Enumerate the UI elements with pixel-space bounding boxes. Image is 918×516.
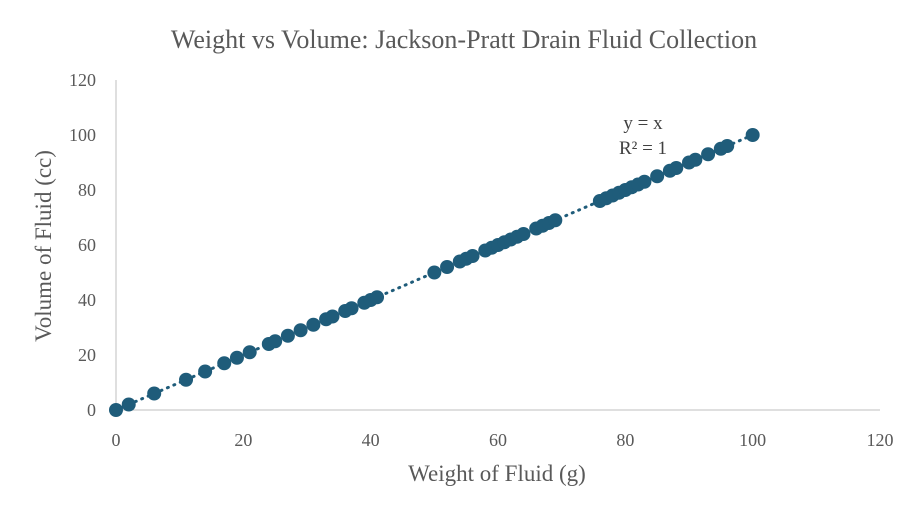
x-tick-label: 100 bbox=[739, 430, 766, 450]
trendline-r-squared: R² = 1 bbox=[619, 138, 667, 159]
y-axis-label: Volume of Fluid (cc) bbox=[31, 150, 56, 342]
y-tick-label: 40 bbox=[78, 290, 96, 310]
data-point bbox=[121, 397, 136, 412]
data-point bbox=[516, 227, 531, 241]
chart-title: Weight vs Volume: Jackson-Pratt Drain Fl… bbox=[171, 25, 757, 54]
y-tick-label: 100 bbox=[69, 125, 96, 145]
data-point bbox=[465, 249, 480, 263]
data-point bbox=[440, 260, 455, 274]
data-point bbox=[179, 372, 194, 387]
y-tick-label: 60 bbox=[78, 235, 96, 255]
data-point bbox=[548, 213, 563, 228]
x-tick-label: 120 bbox=[867, 430, 894, 450]
x-tick-label: 0 bbox=[112, 430, 121, 450]
data-point bbox=[147, 386, 162, 401]
data-point bbox=[242, 345, 257, 360]
trendline-equation: y = x bbox=[623, 113, 663, 134]
data-point bbox=[229, 350, 244, 365]
data-point bbox=[720, 139, 735, 153]
x-axis-label: Weight of Fluid (g) bbox=[408, 461, 586, 486]
data-point bbox=[109, 403, 123, 417]
data-point bbox=[306, 317, 321, 332]
data-point bbox=[370, 290, 385, 305]
data-point bbox=[427, 265, 442, 280]
x-tick-label: 60 bbox=[489, 430, 507, 450]
data-point bbox=[745, 128, 760, 142]
data-point bbox=[637, 174, 652, 189]
x-tick-label: 80 bbox=[616, 430, 634, 450]
y-tick-label: 20 bbox=[78, 345, 96, 365]
data-point bbox=[344, 301, 359, 316]
data-point bbox=[293, 323, 308, 338]
y-tick-label: 120 bbox=[69, 70, 96, 90]
data-point bbox=[325, 309, 340, 324]
data-point bbox=[217, 356, 232, 371]
data-point bbox=[198, 364, 213, 379]
data-point bbox=[280, 328, 295, 343]
x-tick-label: 40 bbox=[362, 430, 380, 450]
data-point bbox=[688, 152, 703, 167]
data-point bbox=[669, 161, 684, 175]
x-tick-label: 20 bbox=[234, 430, 252, 450]
y-tick-label: 0 bbox=[87, 400, 96, 420]
y-tick-label: 80 bbox=[78, 180, 96, 200]
data-point bbox=[268, 334, 283, 349]
data-point bbox=[650, 169, 665, 184]
data-point bbox=[701, 147, 716, 162]
plot-area: 0 20 40 60 80 100 120 0 20 40 60 80 100 120 bbox=[69, 70, 894, 450]
